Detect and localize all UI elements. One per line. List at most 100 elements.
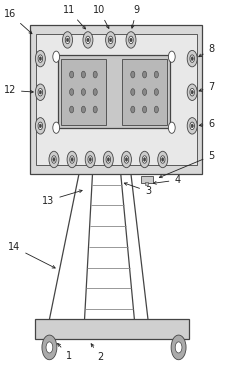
Text: 2: 2 <box>91 344 103 363</box>
Bar <box>140 176 152 183</box>
Circle shape <box>168 122 174 134</box>
Circle shape <box>106 156 110 163</box>
Text: 10: 10 <box>93 5 109 28</box>
Circle shape <box>189 88 194 96</box>
Text: 5: 5 <box>159 151 214 178</box>
Circle shape <box>121 151 131 168</box>
Circle shape <box>39 90 41 94</box>
Circle shape <box>83 32 93 48</box>
Bar <box>36 34 196 165</box>
Text: 13: 13 <box>42 190 82 206</box>
Circle shape <box>190 124 192 128</box>
Bar <box>35 320 188 339</box>
Circle shape <box>186 50 196 67</box>
Circle shape <box>46 342 52 353</box>
Circle shape <box>139 151 149 168</box>
Circle shape <box>154 106 158 113</box>
Circle shape <box>69 106 73 113</box>
Circle shape <box>189 55 194 62</box>
Circle shape <box>154 88 158 95</box>
Circle shape <box>143 158 145 161</box>
Circle shape <box>39 57 41 60</box>
Bar <box>60 59 106 125</box>
Circle shape <box>107 158 109 161</box>
Circle shape <box>89 158 91 161</box>
Circle shape <box>71 158 73 161</box>
Circle shape <box>49 151 59 168</box>
Circle shape <box>129 38 132 42</box>
Text: 16: 16 <box>4 9 32 34</box>
Text: 3: 3 <box>124 183 151 196</box>
Circle shape <box>86 38 89 42</box>
Circle shape <box>105 32 115 48</box>
Circle shape <box>88 156 92 163</box>
Circle shape <box>62 32 72 48</box>
Circle shape <box>103 151 113 168</box>
Bar <box>121 59 167 125</box>
Circle shape <box>93 88 97 95</box>
Circle shape <box>124 156 128 163</box>
Circle shape <box>69 71 73 78</box>
Circle shape <box>186 118 196 134</box>
Bar <box>58 55 169 128</box>
Circle shape <box>186 84 196 100</box>
Circle shape <box>81 71 85 78</box>
Text: 12: 12 <box>4 86 33 95</box>
Circle shape <box>175 342 181 353</box>
Circle shape <box>142 71 146 78</box>
Circle shape <box>108 36 112 44</box>
Circle shape <box>160 156 164 163</box>
Circle shape <box>85 151 95 168</box>
Circle shape <box>190 57 192 60</box>
Circle shape <box>35 118 45 134</box>
Circle shape <box>53 51 59 62</box>
Circle shape <box>142 88 146 95</box>
Circle shape <box>130 71 134 78</box>
Circle shape <box>85 36 90 44</box>
Circle shape <box>154 71 158 78</box>
Circle shape <box>157 151 167 168</box>
Circle shape <box>42 335 57 360</box>
Text: 8: 8 <box>198 44 214 57</box>
Circle shape <box>35 50 45 67</box>
Circle shape <box>38 88 42 96</box>
Bar <box>144 182 148 185</box>
Text: 9: 9 <box>131 5 139 28</box>
Text: 11: 11 <box>62 5 85 29</box>
Circle shape <box>53 158 55 161</box>
Circle shape <box>142 156 146 163</box>
Circle shape <box>189 122 194 130</box>
Circle shape <box>38 122 42 130</box>
Circle shape <box>130 88 134 95</box>
Circle shape <box>69 156 74 163</box>
Circle shape <box>93 106 97 113</box>
Text: 7: 7 <box>198 82 214 92</box>
Text: 6: 6 <box>198 119 214 129</box>
Circle shape <box>81 88 85 95</box>
Circle shape <box>109 38 111 42</box>
Circle shape <box>142 106 146 113</box>
Circle shape <box>35 84 45 100</box>
Circle shape <box>66 38 68 42</box>
Circle shape <box>130 106 134 113</box>
Circle shape <box>168 51 174 62</box>
Circle shape <box>67 151 77 168</box>
Bar <box>30 25 202 174</box>
Circle shape <box>52 156 56 163</box>
Circle shape <box>81 106 85 113</box>
Text: 4: 4 <box>153 175 180 185</box>
Circle shape <box>69 88 73 95</box>
Circle shape <box>170 335 185 360</box>
Circle shape <box>128 36 133 44</box>
Text: 1: 1 <box>57 344 72 361</box>
Circle shape <box>126 32 135 48</box>
Text: 14: 14 <box>8 242 55 268</box>
Circle shape <box>93 71 97 78</box>
Circle shape <box>125 158 127 161</box>
Circle shape <box>53 122 59 134</box>
Circle shape <box>39 124 41 128</box>
Circle shape <box>190 90 192 94</box>
Circle shape <box>65 36 69 44</box>
Circle shape <box>161 158 163 161</box>
Circle shape <box>38 55 42 62</box>
